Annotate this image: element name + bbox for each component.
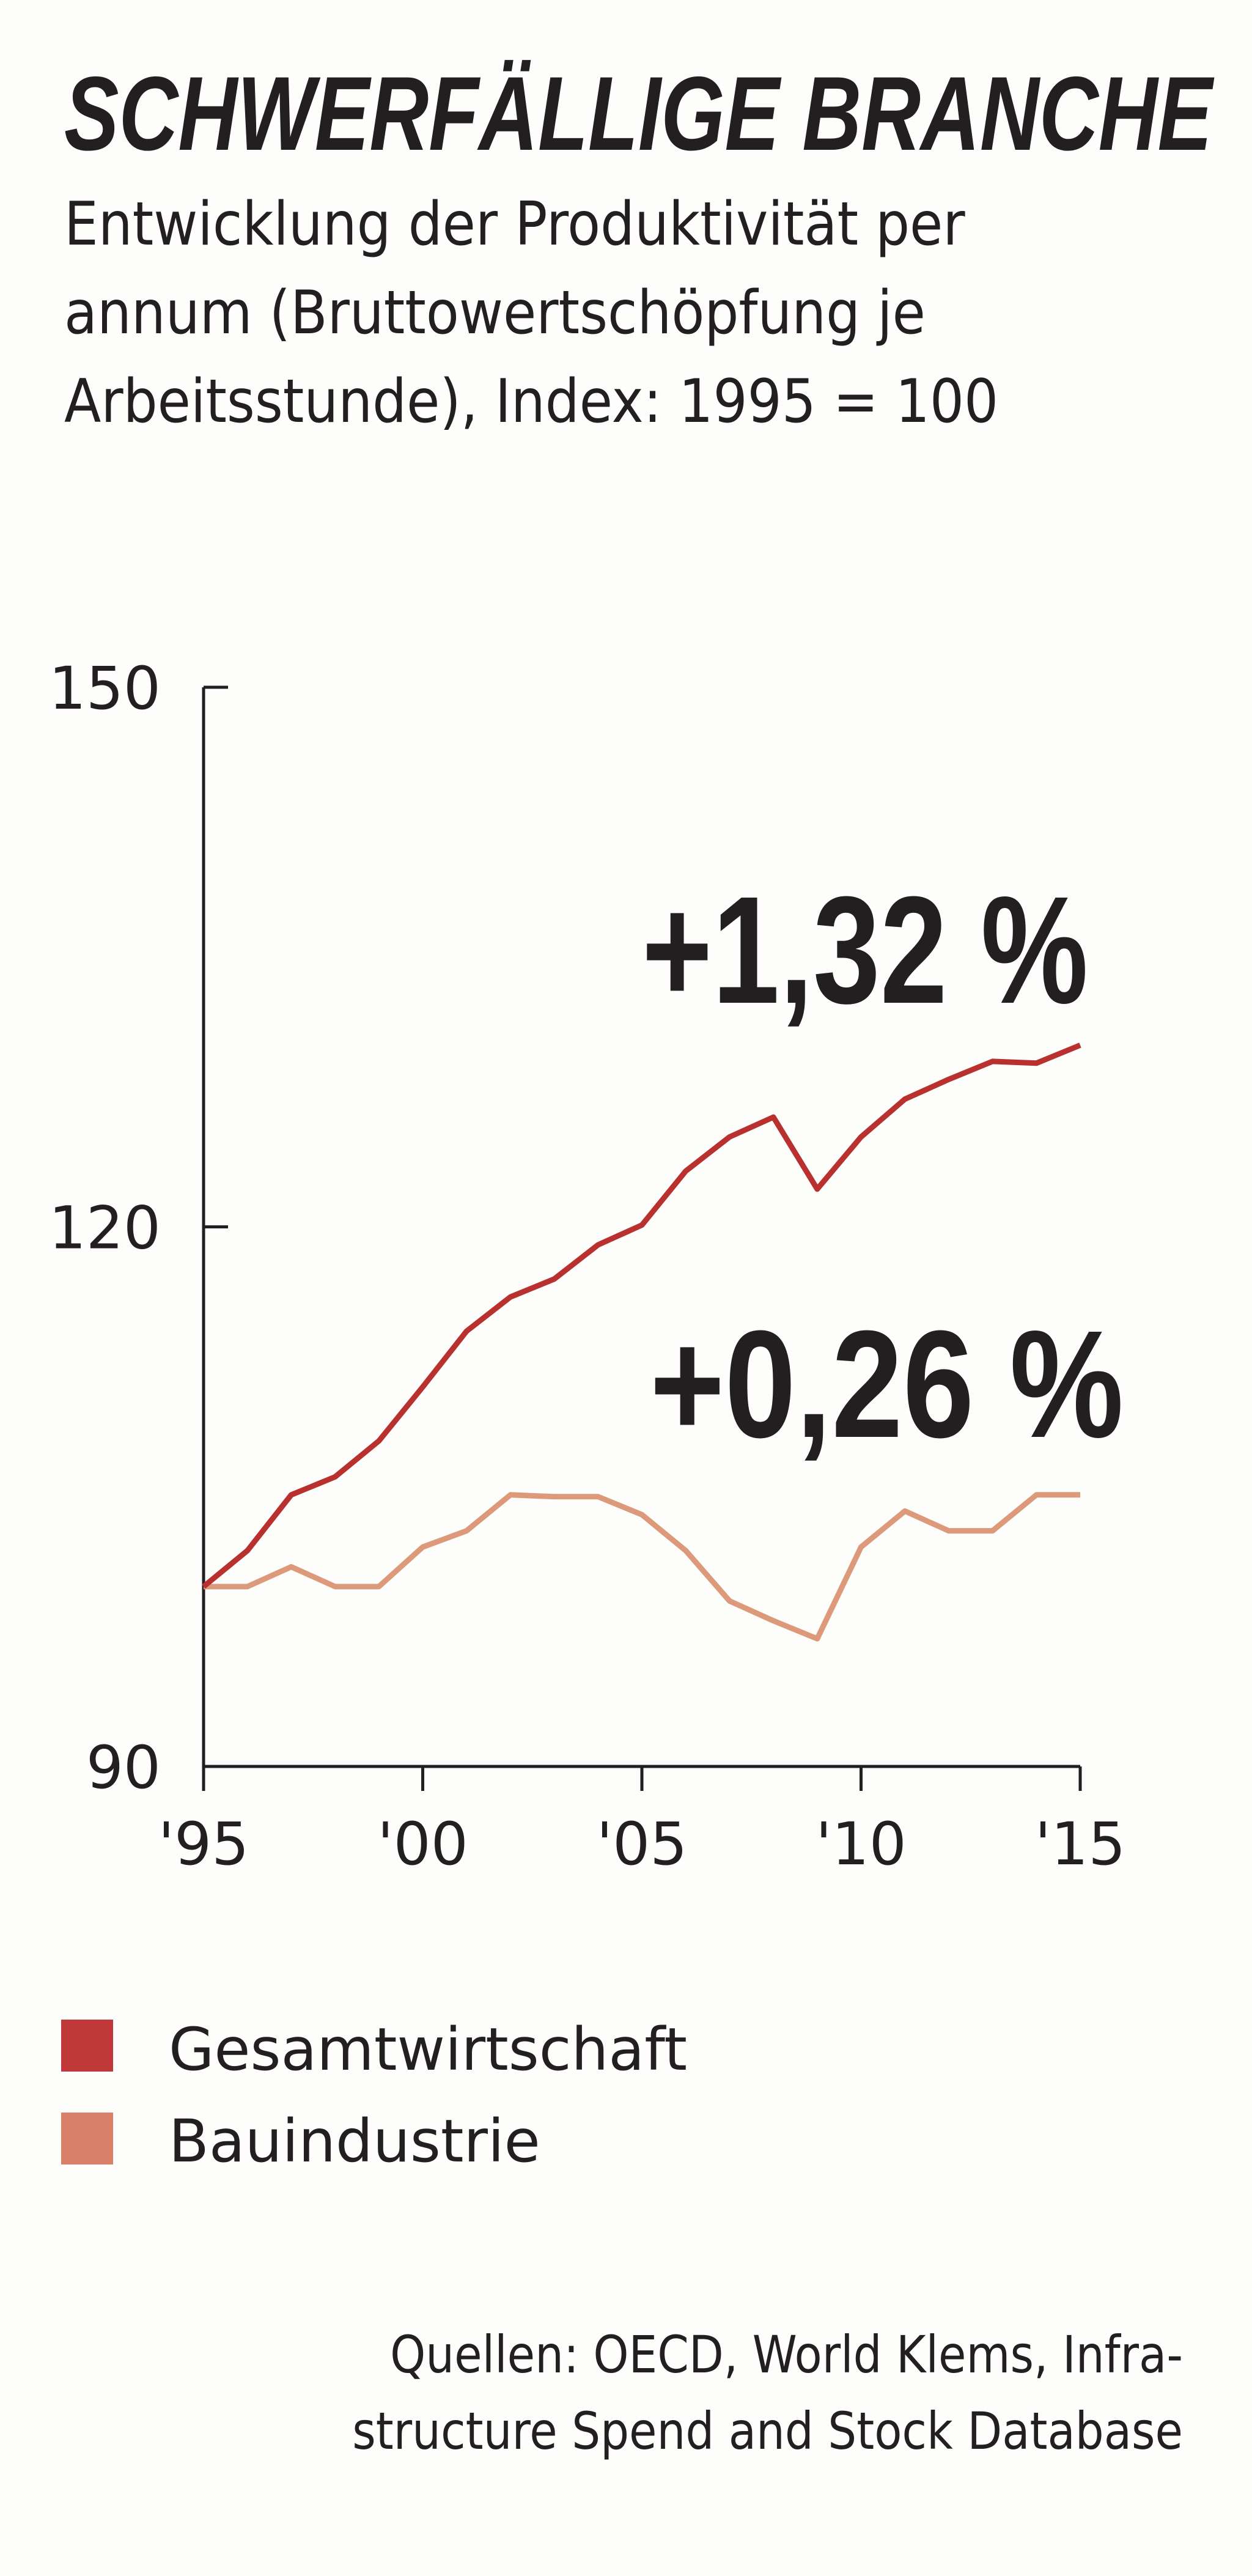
source-line-2: structure Spend and Stock Database <box>352 2401 1183 2461</box>
plot-area: 150 120 90 '95 '00 '05 '10 '15 <box>49 654 1126 1878</box>
y-tick-label: 90 <box>86 1733 161 1802</box>
annotation-bauindustrie: +0,26 % <box>650 1299 1124 1469</box>
series-line-bauindustrie <box>204 1492 1080 1642</box>
y-tick-label: 150 <box>49 654 161 723</box>
x-tick-label: '95 <box>158 1810 249 1878</box>
legend-swatch-bauindustrie <box>61 2113 113 2165</box>
chart-title: SCHWERFÄLLIGE BRANCHE <box>64 54 1215 172</box>
subtitle-line-1: Entwicklung der Produktivität per <box>64 189 965 259</box>
x-tick-label: '10 <box>816 1810 907 1878</box>
x-tick-label: '00 <box>377 1810 468 1878</box>
x-tick-label: '05 <box>597 1810 688 1878</box>
legend-label-bauindustrie: Bauindustrie <box>169 2107 540 2176</box>
legend: Gesamtwirtschaft Bauindustrie <box>61 2015 687 2176</box>
legend-label-gesamtwirtschaft: Gesamtwirtschaft <box>169 2015 687 2084</box>
y-tick-label: 120 <box>49 1194 161 1263</box>
subtitle-line-2: annum (Bruttowertschöpfung je <box>64 278 926 348</box>
subtitle-line-3: Arbeitsstunde), Index: 1995 = 100 <box>64 366 998 437</box>
source-line-1: Quellen: OECD, World Klems, Infra- <box>390 2325 1183 2385</box>
legend-swatch-gesamtwirtschaft <box>61 2020 113 2072</box>
annotation-gesamtwirtschaft: +1,32 % <box>642 865 1088 1035</box>
x-tick-label: '15 <box>1035 1810 1126 1878</box>
series-line-gesamtwirtschaft <box>202 1043 1081 1589</box>
